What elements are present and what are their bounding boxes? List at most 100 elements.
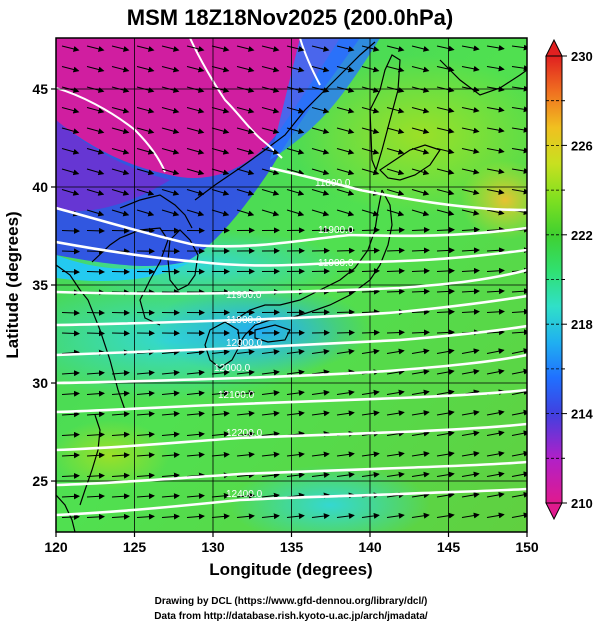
wind-arrow xyxy=(161,189,180,196)
wind-arrow xyxy=(286,127,305,135)
wind-arrow xyxy=(486,329,505,336)
wind-arrow xyxy=(461,512,480,519)
wind-arrow xyxy=(136,493,155,500)
wind-arrow xyxy=(186,349,205,356)
wind-arrow xyxy=(486,247,505,254)
wind-arrow xyxy=(136,411,155,418)
wind-arrow xyxy=(486,188,505,195)
wind-arrow xyxy=(236,148,255,155)
wind-arrow xyxy=(236,107,255,114)
coastline-china xyxy=(56,264,126,411)
wind-arrow xyxy=(86,472,105,479)
wind-arrow xyxy=(336,148,355,155)
wind-arrow xyxy=(211,492,230,499)
contour-line xyxy=(56,460,527,487)
wind-arrow xyxy=(161,493,180,500)
wind-arrow xyxy=(186,451,205,458)
wind-arrow xyxy=(411,247,430,254)
wind-arrow xyxy=(236,45,255,52)
wind-arrow xyxy=(411,148,430,155)
wind-arrow xyxy=(161,369,180,376)
wind-arrow xyxy=(311,86,330,93)
wind-arrow xyxy=(61,189,80,196)
x-axis-label: Longitude (degrees) xyxy=(209,560,372,579)
x-tick-label: 145 xyxy=(437,539,461,555)
wind-arrow xyxy=(211,86,230,93)
wind-arrow xyxy=(186,431,205,438)
wind-arrow xyxy=(511,65,527,72)
wind-arrow xyxy=(386,348,405,355)
wind-arrow xyxy=(386,45,405,52)
wind-arrow xyxy=(286,148,305,155)
wind-arrow xyxy=(311,410,330,417)
wind-arrow xyxy=(261,86,280,93)
wind-arrow xyxy=(186,369,205,376)
wind-arrow xyxy=(336,66,355,73)
wind-arrow xyxy=(386,512,405,519)
wind-arrow xyxy=(486,168,505,175)
wind-arrow xyxy=(361,168,380,176)
wind-arrow xyxy=(111,431,130,438)
wind-arrow xyxy=(311,451,330,458)
wind-arrow xyxy=(111,86,130,93)
contour-line xyxy=(269,166,527,212)
wind-arrow xyxy=(486,308,505,315)
coastline-china-korea xyxy=(91,227,169,326)
contour-label: 11900.0 xyxy=(318,258,354,269)
wind-arrow xyxy=(461,209,480,216)
wind-arrow xyxy=(136,66,155,73)
wind-arrow xyxy=(86,127,105,135)
wind-arrow xyxy=(136,390,155,397)
wind-arrow xyxy=(136,452,155,459)
wind-arrow xyxy=(461,65,480,72)
wind-arrow xyxy=(511,389,527,396)
wind-arrow xyxy=(211,209,230,217)
wind-arrow xyxy=(411,107,430,114)
wind-arrow xyxy=(261,451,280,458)
grid-lines xyxy=(56,38,527,532)
wind-arrow xyxy=(386,127,405,135)
wind-arrow xyxy=(511,430,527,437)
wind-arrow xyxy=(111,209,130,217)
wind-arrow xyxy=(161,66,180,73)
wind-arrow xyxy=(161,148,180,155)
contour-line xyxy=(56,268,527,295)
wind-arrow xyxy=(511,188,527,195)
wind-arrow xyxy=(311,189,330,196)
wind-arrow xyxy=(436,127,455,134)
contour-label: 12400.0 xyxy=(226,489,263,500)
height-contours xyxy=(56,166,527,517)
y-tick-label: 35 xyxy=(32,277,48,293)
wind-arrow xyxy=(486,147,505,154)
wind-arrow xyxy=(436,226,455,233)
wind-arrow xyxy=(411,329,430,336)
x-tick-label: 120 xyxy=(44,539,68,555)
wind-arrow xyxy=(461,368,480,375)
credit-data: Data from http://database.rish.kyoto-u.a… xyxy=(154,611,428,622)
wind-arrow xyxy=(436,107,455,114)
wind-arrow xyxy=(136,107,155,114)
plot-area: 11800.0 11900.0 11900.0 11900.0 11900.0 … xyxy=(56,38,527,532)
wind-arrow xyxy=(186,86,205,93)
wind-arrow xyxy=(461,492,480,498)
wind-arrow xyxy=(436,409,455,416)
wind-arrow xyxy=(311,45,330,52)
wind-arrow xyxy=(111,189,130,196)
wind-arrow xyxy=(161,127,180,135)
colorbar-tick-label: 226 xyxy=(571,138,593,153)
wind-arrow xyxy=(361,45,380,52)
wind-arrow xyxy=(461,450,480,457)
wind-arrow xyxy=(361,512,380,519)
wind-arrow xyxy=(436,329,455,336)
wind-arrow xyxy=(161,390,180,397)
wind-arrow xyxy=(236,86,255,93)
wind-arrow xyxy=(86,148,105,155)
wind-arrow xyxy=(336,451,355,458)
wind-arrow xyxy=(186,492,205,499)
temperature-field xyxy=(56,420,170,490)
wind-arrow xyxy=(261,148,280,155)
wind-arrow xyxy=(61,452,80,459)
wind-arrow xyxy=(386,430,405,437)
wind-arrow xyxy=(61,148,80,155)
